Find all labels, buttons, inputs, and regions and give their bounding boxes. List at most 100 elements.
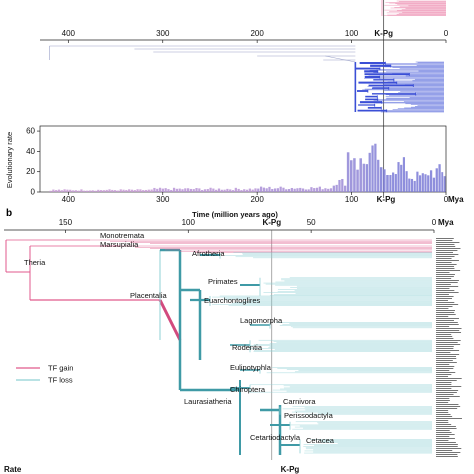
leaf-label xyxy=(436,256,455,257)
rate-bar xyxy=(400,164,403,192)
rate-bar xyxy=(338,179,341,192)
rate-bar xyxy=(69,189,72,192)
rate-bar xyxy=(136,189,139,192)
rate-bar xyxy=(57,189,61,192)
leaf-label xyxy=(436,376,449,377)
leaf-label xyxy=(436,340,461,341)
leaf-label xyxy=(436,276,454,277)
leaf-label xyxy=(436,374,452,375)
rate-bar xyxy=(368,152,371,192)
leaf-label xyxy=(436,456,458,457)
rate-bar xyxy=(362,163,366,192)
rate-bar xyxy=(392,172,395,192)
rate-y-tick-label: 40 xyxy=(26,147,35,156)
rate-y-tick-label: 0 xyxy=(31,188,36,197)
leaf-label xyxy=(436,328,462,329)
rate-bar xyxy=(231,190,235,192)
rate-bar xyxy=(130,189,134,192)
rate-bar xyxy=(164,188,167,192)
rate-bar xyxy=(175,188,179,192)
rate-bar xyxy=(71,190,75,192)
leaf-label xyxy=(436,252,454,253)
panel-b-tick-label: 100 xyxy=(182,218,196,227)
leaf-label xyxy=(436,410,449,411)
rate-bar xyxy=(189,188,193,192)
rate-y-tick-label: 20 xyxy=(26,167,35,176)
rate-bar xyxy=(128,189,131,192)
rate-bar xyxy=(287,189,291,192)
leaf-label xyxy=(436,406,461,407)
leaf-label xyxy=(436,420,449,421)
rate-bar xyxy=(111,189,114,192)
rate-bar xyxy=(282,187,285,192)
clade-label: Perissodactyla xyxy=(284,411,334,420)
leaf-label xyxy=(436,280,459,281)
rate-bar xyxy=(237,188,240,192)
rate-bar xyxy=(161,188,164,192)
rate-bar xyxy=(184,188,187,192)
clade-label: Theria xyxy=(24,258,46,267)
leaf-label xyxy=(436,432,452,433)
leaf-label xyxy=(436,290,455,291)
rate-bar xyxy=(389,175,392,192)
leaf-label xyxy=(436,436,450,437)
leaf-label xyxy=(436,298,452,299)
leaf-label xyxy=(436,302,455,303)
rate-bar xyxy=(139,189,142,192)
rate-bar xyxy=(279,186,282,192)
leaf-label xyxy=(436,382,452,383)
leaf-label xyxy=(436,344,461,345)
rate-bar xyxy=(273,188,277,192)
leaf-label xyxy=(436,270,461,271)
rate-bar xyxy=(276,188,279,192)
rate-bar xyxy=(195,188,198,192)
rate-bar xyxy=(313,188,316,192)
leaf-label xyxy=(436,390,459,391)
leaf-label xyxy=(436,286,459,287)
panel-b-label: b xyxy=(6,208,12,219)
leaf-label xyxy=(436,314,456,315)
leaf-label xyxy=(436,404,459,405)
rate-bar xyxy=(105,189,108,192)
clade-label: Afrotheria xyxy=(192,249,225,258)
leaf-label xyxy=(436,292,459,293)
rate-bar xyxy=(365,164,369,192)
rate-bar xyxy=(254,188,257,192)
rate-bar xyxy=(383,169,386,192)
clade-label: Placentalia xyxy=(130,291,168,300)
rate-bar xyxy=(220,189,223,192)
clade-label: Cetacea xyxy=(306,436,335,445)
leaf-label xyxy=(436,364,450,365)
leaf-label xyxy=(436,260,459,261)
rate-bar xyxy=(181,189,184,192)
leaf-label xyxy=(436,304,459,305)
panel-a-axis: 400 300 200 100 0K-Pg xyxy=(40,0,449,198)
leaf-label xyxy=(436,424,452,425)
rate-bar xyxy=(329,188,333,192)
rate-bar xyxy=(262,187,265,192)
rate-bar xyxy=(427,175,430,192)
rate-bar xyxy=(432,177,436,192)
rate-bar xyxy=(296,188,299,192)
rate-bar xyxy=(299,187,302,192)
leaf-label xyxy=(436,294,449,295)
rate-bar xyxy=(217,188,221,192)
placentalia-thick xyxy=(158,299,182,341)
rate-bar xyxy=(158,187,162,192)
panel-b-axis: 150 100 50 0 K-Pg Mya xyxy=(4,218,454,460)
leaf-label xyxy=(436,398,450,399)
leaf-label xyxy=(436,238,454,239)
rate-bar xyxy=(371,145,374,192)
leaf-label xyxy=(436,310,455,311)
leaf-label xyxy=(436,326,450,327)
leaf-label xyxy=(436,378,462,379)
rate-bar xyxy=(144,189,148,192)
rate-bar xyxy=(99,190,103,192)
bottom-kpg-label: K-Pg xyxy=(281,465,300,474)
rate-y-tick-label: 60 xyxy=(26,127,35,136)
rate-bar xyxy=(102,190,106,192)
panel-b-tick-label: 0 xyxy=(432,218,437,227)
rate-bar xyxy=(49,190,52,192)
rate-bar xyxy=(293,188,296,192)
rate-bar xyxy=(394,174,397,192)
